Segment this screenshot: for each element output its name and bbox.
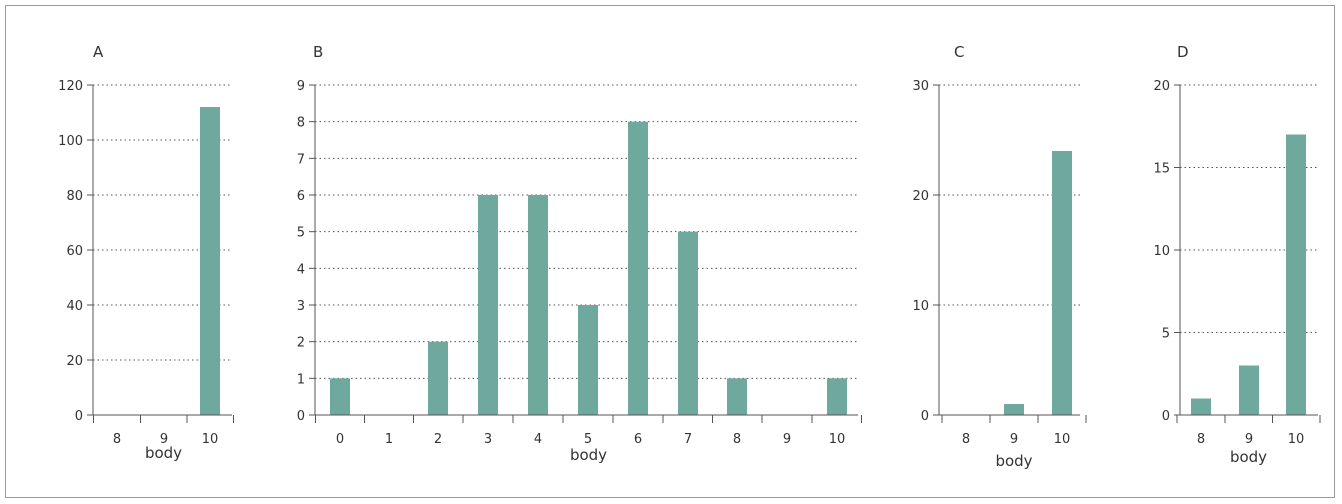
chart-panel-a: 0 20 40 60 80 100 120 8 9 10 body A xyxy=(58,43,234,462)
x-tick-label: 10 xyxy=(829,432,846,447)
x-tick-label: 9 xyxy=(1245,432,1253,447)
bar-8 xyxy=(1191,398,1211,415)
bar-10 xyxy=(1286,134,1306,415)
x-axis-title: body xyxy=(1230,448,1267,466)
y-tick-label: 1 xyxy=(297,372,305,387)
x-tick-label: 4 xyxy=(534,432,542,447)
x-tick-label: 10 xyxy=(1288,432,1305,447)
x-tick-label: 9 xyxy=(160,432,168,447)
y-tick-label: 8 xyxy=(297,116,305,131)
panel-label: C xyxy=(954,43,964,61)
y-tick-label: 20 xyxy=(1153,79,1170,94)
bar-0 xyxy=(330,378,350,415)
y-tick-label: 20 xyxy=(912,189,929,204)
bar-4 xyxy=(528,195,548,415)
y-tick-label: 0 xyxy=(75,409,83,424)
y-tick-label: 6 xyxy=(297,189,305,204)
x-tick-label: 9 xyxy=(783,432,791,447)
x-tick-label: 5 xyxy=(584,432,592,447)
bar-5 xyxy=(578,305,598,415)
bar-10 xyxy=(200,107,220,415)
y-tick-label: 10 xyxy=(912,299,929,314)
y-tick-label: 3 xyxy=(297,299,305,314)
x-axis-title: body xyxy=(570,446,607,464)
y-tick-label: 0 xyxy=(921,409,929,424)
x-tick-label: 8 xyxy=(113,432,121,447)
x-axis-title: body xyxy=(145,444,182,462)
y-tick-label: 10 xyxy=(1153,244,1170,259)
x-tick-label: 10 xyxy=(1054,432,1071,447)
x-tick-label: 2 xyxy=(434,432,442,447)
y-tick-label: 30 xyxy=(912,79,929,94)
bar-10 xyxy=(1052,151,1072,415)
chart-panel-c: 0 10 20 30 8 9 10 body C xyxy=(912,43,1087,470)
y-tick-label: 0 xyxy=(1162,409,1170,424)
bar-2 xyxy=(428,341,448,415)
y-tick-label: 5 xyxy=(297,226,305,241)
x-tick-label: 1 xyxy=(385,432,393,447)
x-tick-label: 10 xyxy=(202,432,219,447)
y-tick-label: 40 xyxy=(66,299,83,314)
panel-label: A xyxy=(93,43,104,61)
y-tick-label: 7 xyxy=(297,152,305,167)
bar-3 xyxy=(478,195,498,415)
y-tick-label: 80 xyxy=(66,189,83,204)
chart-panel-d: 0 5 10 15 20 8 9 10 body D xyxy=(1153,43,1321,466)
bar-8 xyxy=(727,378,747,415)
x-tick-label: 3 xyxy=(484,432,492,447)
y-tick-label: 4 xyxy=(297,262,305,277)
bar-10 xyxy=(827,378,847,415)
y-tick-label: 20 xyxy=(66,354,83,369)
x-tick-label: 8 xyxy=(1197,432,1205,447)
bar-9 xyxy=(1004,404,1024,415)
y-tick-label: 15 xyxy=(1153,162,1170,177)
x-tick-label: 9 xyxy=(1010,432,1018,447)
y-tick-label: 5 xyxy=(1162,327,1170,342)
x-axis-title: body xyxy=(995,452,1032,470)
x-tick-label: 6 xyxy=(634,432,642,447)
y-tick-label: 100 xyxy=(58,134,83,149)
x-tick-label: 8 xyxy=(962,432,970,447)
bar-7 xyxy=(678,231,698,415)
bar-9 xyxy=(1239,365,1259,415)
y-tick-label: 9 xyxy=(297,79,305,94)
x-tick-label: 7 xyxy=(684,432,692,447)
panel-label: D xyxy=(1177,43,1189,61)
panel-label: B xyxy=(313,43,323,61)
x-tick-label: 0 xyxy=(336,432,344,447)
x-tick-label: 8 xyxy=(733,432,741,447)
y-tick-label: 2 xyxy=(297,336,305,351)
y-tick-label: 120 xyxy=(58,79,83,94)
chart-panel-b: 0 1 2 3 4 5 6 7 8 9 0 1 2 3 4 5 6 7 8 9 10 body B xyxy=(297,43,862,464)
y-tick-label: 0 xyxy=(297,409,305,424)
y-tick-label: 60 xyxy=(66,244,83,259)
figure-frame xyxy=(5,5,1335,498)
bar-6 xyxy=(628,121,648,416)
